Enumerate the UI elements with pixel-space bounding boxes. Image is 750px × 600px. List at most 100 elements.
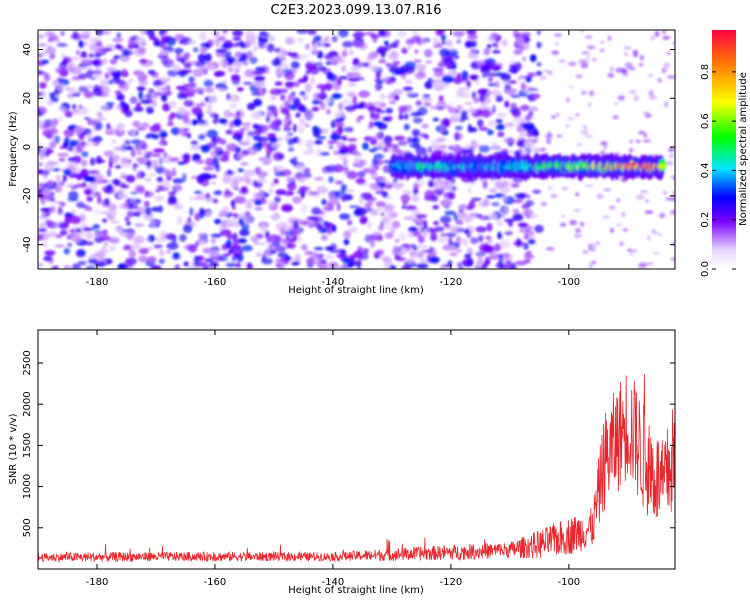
noise-blob [213, 147, 222, 151]
noise-blob [424, 190, 436, 199]
noise-blob [376, 109, 387, 114]
noise-blob [638, 262, 647, 269]
noise-blob [509, 64, 518, 69]
noise-blob [271, 214, 281, 220]
noise-blob [358, 31, 366, 37]
noise-blob [315, 147, 322, 157]
noise-blob [41, 51, 50, 55]
noise-blob [520, 82, 527, 90]
noise-blob [242, 262, 247, 266]
noise-blob [495, 262, 505, 269]
noise-blob [219, 229, 232, 237]
noise-blob [420, 38, 427, 45]
noise-blob [291, 261, 300, 266]
noise-blob [384, 232, 394, 239]
noise-blob [57, 206, 63, 215]
noise-blob [300, 204, 308, 213]
noise-blob [366, 55, 375, 61]
colorbar-tick-label: 0.4 [700, 162, 711, 178]
noise-blob [121, 68, 128, 78]
noise-blob [241, 149, 249, 156]
colorbar-tick-label: 0.2 [700, 212, 711, 228]
noise-blob [486, 91, 494, 95]
noise-blob [455, 249, 463, 253]
noise-blob [416, 263, 429, 269]
noise-blob [341, 65, 347, 72]
noise-blob [103, 58, 107, 65]
noise-blob [444, 210, 456, 216]
noise-blob [58, 157, 66, 162]
noise-blob [458, 92, 471, 99]
noise-blob [348, 128, 354, 132]
noise-blob [208, 251, 220, 257]
noise-blob [167, 69, 178, 77]
noise-blob [51, 122, 56, 131]
noise-blob [246, 130, 256, 137]
noise-blob [76, 106, 89, 116]
noise-blob [311, 106, 320, 112]
noise-blob [458, 208, 464, 214]
noise-blob [542, 69, 550, 72]
noise-blob [194, 212, 201, 222]
noise-blob [200, 46, 208, 54]
noise-blob [222, 59, 228, 69]
noise-blob [144, 178, 152, 182]
noise-blob [451, 226, 460, 235]
noise-blob [404, 113, 409, 120]
noise-blob [419, 258, 428, 265]
noise-blob [275, 222, 287, 231]
noise-blob [135, 36, 146, 45]
noise-blob [442, 75, 454, 84]
noise-blob [122, 229, 131, 233]
noise-blob [478, 94, 486, 103]
noise-blob [47, 100, 54, 106]
noise-blob [458, 204, 468, 210]
spectrogram-y-ticks: -40 -20 0 20 40 [22, 43, 675, 253]
noise-blob [234, 68, 240, 74]
noise-blob [427, 146, 433, 154]
noise-blob [38, 82, 47, 89]
noise-blob [532, 148, 542, 153]
noise-blob [325, 99, 332, 104]
noise-blob [174, 47, 184, 55]
noise-blob [200, 66, 207, 72]
noise-blob [133, 223, 145, 227]
noise-blob [275, 258, 287, 264]
noise-blob [435, 187, 441, 196]
noise-blob [321, 128, 329, 134]
noise-blob [127, 43, 136, 50]
noise-blob [232, 30, 244, 37]
spectrogram-x-label: Height of straight line (km) [288, 285, 424, 296]
noise-blob [371, 158, 379, 168]
noise-blob [392, 145, 399, 153]
noise-blob [206, 129, 218, 139]
noise-blob [627, 248, 632, 252]
noise-blob [417, 235, 425, 244]
noise-blob [188, 76, 195, 83]
noise-blob [183, 224, 193, 233]
noise-blob [230, 43, 238, 48]
noise-blob [504, 100, 510, 108]
noise-blob [550, 194, 558, 198]
noise-blob [138, 248, 149, 255]
noise-blob [311, 194, 320, 198]
noise-blob [64, 137, 70, 144]
noise-blob [336, 253, 347, 258]
noise-blob [199, 214, 205, 219]
noise-blob [536, 62, 542, 67]
noise-blob [334, 190, 347, 199]
noise-blob [226, 218, 238, 223]
noise-blob [93, 59, 100, 65]
noise-blob [392, 178, 398, 184]
noise-blob [402, 189, 412, 195]
noise-blob [42, 188, 51, 197]
x-tick-label: -140 [322, 277, 345, 288]
noise-blob [491, 105, 496, 114]
noise-blob [147, 88, 155, 94]
noise-blob [149, 125, 161, 133]
noise-blob [479, 178, 484, 182]
noise-blob [167, 199, 179, 206]
noise-blob [506, 90, 515, 96]
noise-blob [422, 229, 428, 238]
noise-blob [481, 73, 488, 78]
